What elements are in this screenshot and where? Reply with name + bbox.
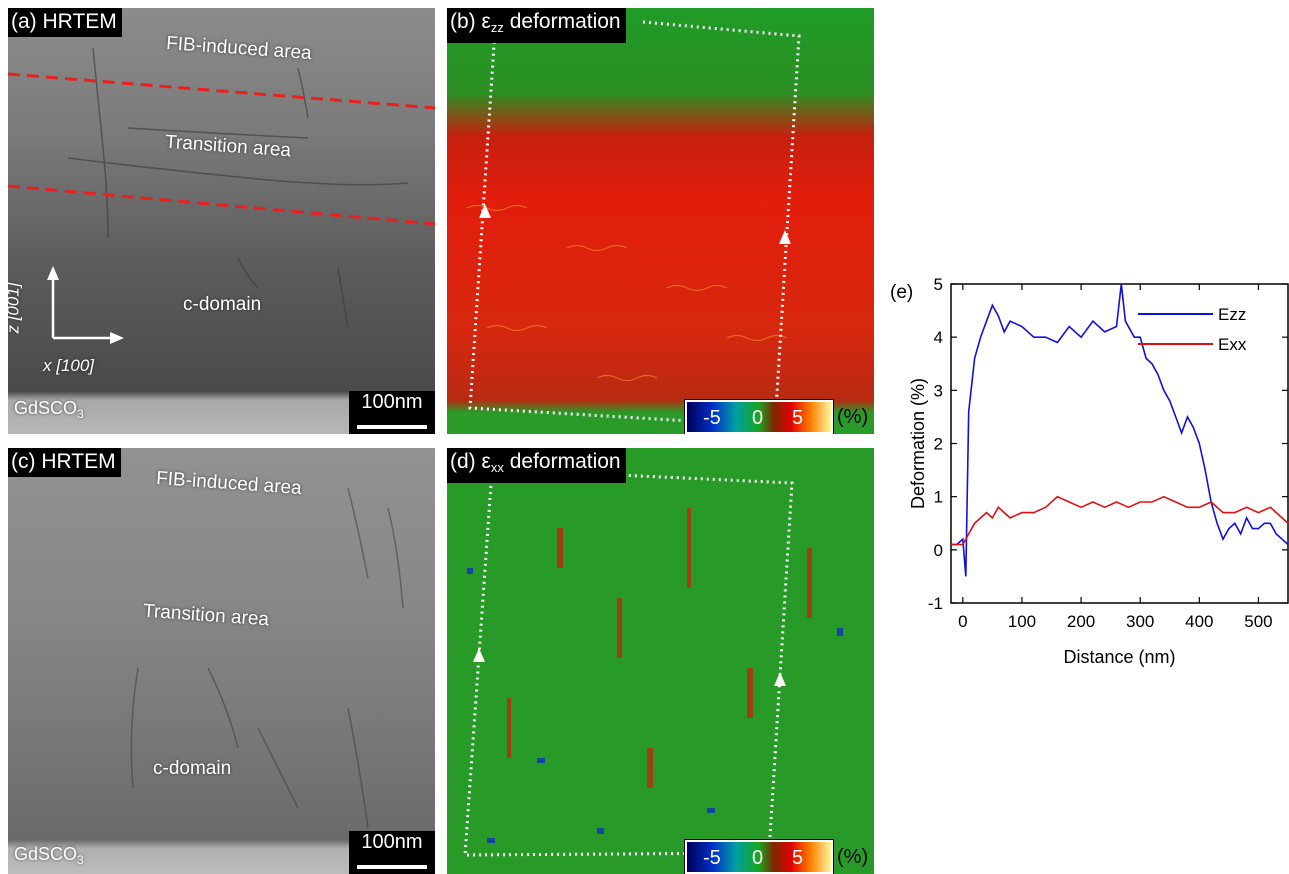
series-line-ezz [951, 283, 1289, 577]
panel-d-exx-map: (d) εxx deformation -5 0 5 (%) [447, 448, 874, 874]
y-tick-label: 4 [934, 328, 943, 347]
colorbar-b: -5 0 5 [684, 399, 834, 434]
panel-a-tag: (a) HRTEM [8, 8, 122, 37]
panel-c-hrtem: (c) HRTEM FIB-induced area Transition ar… [8, 448, 435, 874]
ezz-deformation-map [447, 8, 874, 434]
panel-b-tag: (b) εzz deformation [447, 8, 626, 43]
series-line-exx [951, 495, 1289, 546]
x-tick-label: 0 [958, 612, 967, 631]
colorbar-gradient [687, 402, 831, 432]
y-tick-label: 0 [934, 541, 943, 560]
x-tick-label: 200 [1067, 612, 1095, 631]
y-tick-label: 3 [934, 381, 943, 400]
panel-b-tag-subscript: zz [490, 20, 504, 35]
panel-d-tag-suffix: deformation [503, 450, 621, 473]
x-tick-label: 100 [1008, 612, 1036, 631]
axis-z-label: z [001] [8, 282, 23, 333]
panel-d-tag-prefix: (d) ε [450, 450, 491, 473]
panel-a-hrtem: (a) HRTEM FIB-induced area Transition ar… [8, 8, 435, 434]
substrate-subscript: 3 [77, 407, 84, 421]
colorbar-max: 5 [792, 407, 804, 429]
y-tick-label: 1 [934, 488, 943, 507]
panel-b-tag-prefix: (b) ε [450, 10, 491, 33]
colorbar-unit: (%) [837, 846, 869, 868]
y-axis-label: Deformation (%) [908, 378, 928, 509]
c-domain-label: c-domain [153, 758, 232, 779]
colorbar-mid: 0 [752, 847, 764, 869]
series-lines [951, 283, 1289, 577]
plot-frame [950, 283, 1289, 604]
panel-e-deformation-chart: (e) 0 100 200 300 400 500 -1 0 1 2 3 4 5 Ezz Exx Dist… [880, 270, 1289, 690]
legend-label-exx: Exx [1218, 335, 1247, 354]
axis-x-label: x [100] [43, 356, 95, 375]
colorbar-gradient [687, 842, 831, 872]
x-tick-label: 300 [1126, 612, 1154, 631]
colorbar-unit: (%) [837, 406, 869, 428]
legend-label-ezz: Ezz [1218, 305, 1246, 324]
scalebar-label: 100nm [361, 391, 423, 413]
substrate-name: GdSCO [14, 398, 78, 418]
scalebar-label: 100nm [361, 831, 423, 853]
legend: Ezz Exx [1138, 305, 1247, 354]
panel-b-tag-suffix: deformation [503, 10, 621, 33]
panel-d-tag: (d) εxx deformation [447, 448, 626, 483]
panel-d-tag-subscript: xx [490, 460, 504, 475]
scalebar-c: 100nm [349, 831, 435, 874]
deformation-line-chart: (e) 0 100 200 300 400 500 -1 0 1 2 3 4 5 Ezz Exx Dist… [890, 275, 1289, 667]
c-domain-label: c-domain [183, 294, 262, 315]
substrate-name: GdSCO [14, 844, 78, 864]
colorbar-max: 5 [792, 847, 804, 869]
scalebar-line [357, 865, 427, 869]
x-axis-label: Distance (nm) [1063, 647, 1175, 667]
substrate-subscript: 3 [77, 853, 84, 867]
substrate-label: GdSCO3 [14, 844, 84, 867]
panel-e-tag: (e) [890, 282, 913, 303]
exx-deformation-map [447, 448, 874, 874]
scalebar-line [357, 425, 427, 429]
hrtem-image-c [8, 448, 435, 874]
y-tick-label: 5 [934, 275, 943, 294]
colorbar-min: -5 [703, 407, 721, 429]
x-tick-label: 500 [1244, 612, 1272, 631]
axis-ticks: 0 100 200 300 400 500 -1 0 1 2 3 4 5 [928, 275, 1288, 631]
panel-b-ezz-map: (b) εzz deformation -5 0 5 (%) [447, 8, 874, 434]
substrate-label: GdSCO3 [14, 398, 84, 421]
hrtem-image-a [8, 8, 435, 434]
x-tick-label: 400 [1185, 612, 1213, 631]
colorbar-mid: 0 [752, 407, 764, 429]
y-tick-label: 2 [934, 435, 943, 454]
scalebar-a: 100nm [349, 391, 435, 434]
panel-c-tag: (c) HRTEM [8, 448, 121, 477]
colorbar-min: -5 [703, 847, 721, 869]
y-tick-label: -1 [928, 594, 943, 613]
colorbar-d: -5 0 5 [684, 839, 834, 874]
